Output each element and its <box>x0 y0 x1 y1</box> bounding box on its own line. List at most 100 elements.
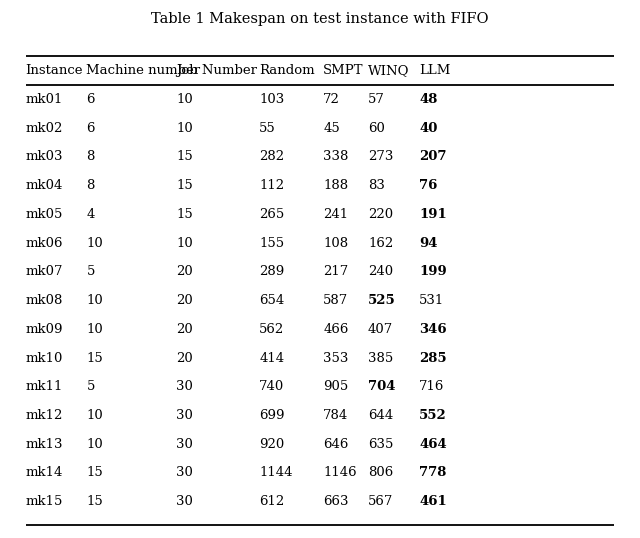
Text: 10: 10 <box>176 122 193 135</box>
Text: mk06: mk06 <box>26 237 63 250</box>
Text: 265: 265 <box>259 208 284 221</box>
Text: Job Number: Job Number <box>176 65 257 77</box>
Text: 612: 612 <box>259 495 284 508</box>
Text: 220: 220 <box>368 208 393 221</box>
Text: 4: 4 <box>86 208 95 221</box>
Text: Machine number: Machine number <box>86 65 200 77</box>
Text: 15: 15 <box>176 208 193 221</box>
Text: 562: 562 <box>259 323 284 336</box>
Text: 241: 241 <box>323 208 348 221</box>
Text: 346: 346 <box>419 323 447 336</box>
Text: 15: 15 <box>86 351 103 365</box>
Text: 57: 57 <box>368 93 385 106</box>
Text: 778: 778 <box>419 466 447 479</box>
Text: 15: 15 <box>86 466 103 479</box>
Text: 552: 552 <box>419 409 447 422</box>
Text: 15: 15 <box>176 179 193 192</box>
Text: mk13: mk13 <box>26 437 63 451</box>
Text: 10: 10 <box>176 93 193 106</box>
Text: 30: 30 <box>176 437 193 451</box>
Text: 285: 285 <box>419 351 447 365</box>
Text: 103: 103 <box>259 93 284 106</box>
Text: 240: 240 <box>368 265 393 278</box>
Text: 464: 464 <box>419 437 447 451</box>
Text: 217: 217 <box>323 265 348 278</box>
Text: 704: 704 <box>368 380 396 393</box>
Text: 199: 199 <box>419 265 447 278</box>
Text: 108: 108 <box>323 237 348 250</box>
Text: SMPT: SMPT <box>323 65 364 77</box>
Text: 1146: 1146 <box>323 466 357 479</box>
Text: 282: 282 <box>259 151 284 164</box>
Text: 20: 20 <box>176 323 193 336</box>
Text: 10: 10 <box>86 323 103 336</box>
Text: 6: 6 <box>86 93 95 106</box>
Text: 60: 60 <box>368 122 385 135</box>
Text: mk11: mk11 <box>26 380 63 393</box>
Text: 784: 784 <box>323 409 348 422</box>
Text: 338: 338 <box>323 151 349 164</box>
Text: LLM: LLM <box>419 65 451 77</box>
Text: 644: 644 <box>368 409 393 422</box>
Text: mk05: mk05 <box>26 208 63 221</box>
Text: 414: 414 <box>259 351 284 365</box>
Text: 407: 407 <box>368 323 393 336</box>
Text: 8: 8 <box>86 151 95 164</box>
Text: 461: 461 <box>419 495 447 508</box>
Text: 72: 72 <box>323 93 340 106</box>
Text: 5: 5 <box>86 380 95 393</box>
Text: 10: 10 <box>86 437 103 451</box>
Text: 646: 646 <box>323 437 349 451</box>
Text: mk14: mk14 <box>26 466 63 479</box>
Text: mk10: mk10 <box>26 351 63 365</box>
Text: WINQ: WINQ <box>368 65 410 77</box>
Text: 806: 806 <box>368 466 393 479</box>
Text: 10: 10 <box>176 237 193 250</box>
Text: 920: 920 <box>259 437 284 451</box>
Text: 30: 30 <box>176 409 193 422</box>
Text: 525: 525 <box>368 294 396 307</box>
Text: 699: 699 <box>259 409 285 422</box>
Text: 20: 20 <box>176 265 193 278</box>
Text: 289: 289 <box>259 265 284 278</box>
Text: Instance: Instance <box>26 65 83 77</box>
Text: 654: 654 <box>259 294 284 307</box>
Text: 30: 30 <box>176 380 193 393</box>
Text: 5: 5 <box>86 265 95 278</box>
Text: 6: 6 <box>86 122 95 135</box>
Text: 8: 8 <box>86 179 95 192</box>
Text: 20: 20 <box>176 294 193 307</box>
Text: 83: 83 <box>368 179 385 192</box>
Text: 10: 10 <box>86 294 103 307</box>
Text: 15: 15 <box>86 495 103 508</box>
Text: 20: 20 <box>176 351 193 365</box>
Text: 55: 55 <box>259 122 276 135</box>
Text: 273: 273 <box>368 151 394 164</box>
Text: Random: Random <box>259 65 315 77</box>
Text: mk15: mk15 <box>26 495 63 508</box>
Text: 48: 48 <box>419 93 438 106</box>
Text: 155: 155 <box>259 237 284 250</box>
Text: mk08: mk08 <box>26 294 63 307</box>
Text: 162: 162 <box>368 237 393 250</box>
Text: 15: 15 <box>176 151 193 164</box>
Text: 905: 905 <box>323 380 348 393</box>
Text: 466: 466 <box>323 323 349 336</box>
Text: Table 1 Makespan on test instance with FIFO: Table 1 Makespan on test instance with F… <box>151 12 489 26</box>
Text: 30: 30 <box>176 495 193 508</box>
Text: 191: 191 <box>419 208 447 221</box>
Text: 10: 10 <box>86 237 103 250</box>
Text: mk03: mk03 <box>26 151 63 164</box>
Text: 1144: 1144 <box>259 466 292 479</box>
Text: mk12: mk12 <box>26 409 63 422</box>
Text: mk04: mk04 <box>26 179 63 192</box>
Text: 663: 663 <box>323 495 349 508</box>
Text: 531: 531 <box>419 294 444 307</box>
Text: 635: 635 <box>368 437 394 451</box>
Text: mk02: mk02 <box>26 122 63 135</box>
Text: 207: 207 <box>419 151 447 164</box>
Text: mk09: mk09 <box>26 323 63 336</box>
Text: 76: 76 <box>419 179 438 192</box>
Text: 112: 112 <box>259 179 284 192</box>
Text: 94: 94 <box>419 237 438 250</box>
